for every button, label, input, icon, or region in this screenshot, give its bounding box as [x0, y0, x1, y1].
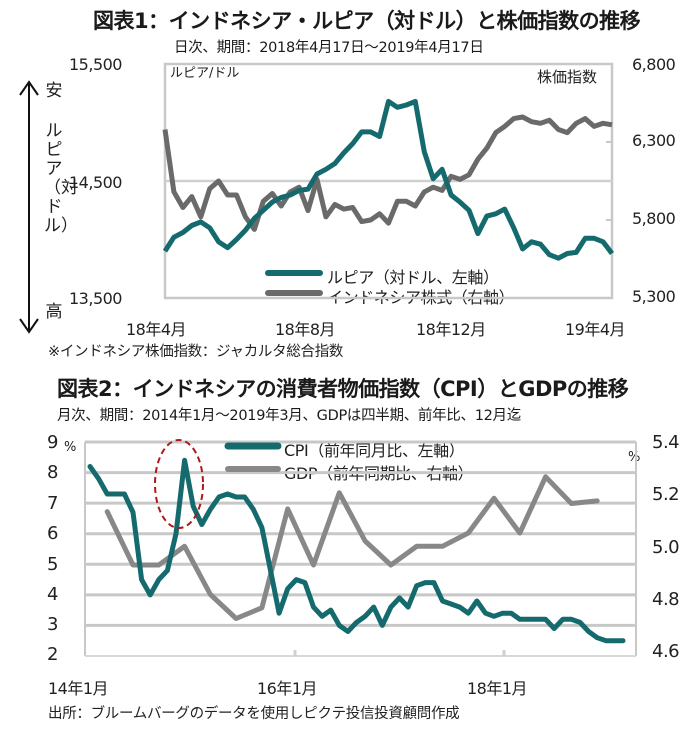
chart2-legend-label-cpi: CPI（前年同月比、左軸） — [284, 441, 465, 460]
chart1-series-line-rupiah — [162, 98, 614, 261]
chart1-right-tick: 5,300 — [632, 287, 676, 306]
chart1-subtitle: 日次、期間：2018年4月17日～2019年4月17日 — [174, 40, 484, 56]
chart2-title: 図表2：インドネシアの消費者物価指数（CPI）とGDPの推移 — [57, 377, 629, 401]
chart2-left-tick: 9 — [47, 432, 58, 453]
chart2-subtitle: 月次、期間：2014年1月～2019年3月、GDPは四半期、前年比、12月迄 — [57, 408, 521, 424]
chart2-left-tick: 4 — [47, 584, 58, 605]
chart2-right-tick: 4.8 — [652, 589, 680, 610]
chart1-left-tick: 13,500 — [69, 289, 122, 308]
chart1-x-tick: 19年4月 — [565, 320, 626, 339]
chart1-left-tick: 15,500 — [69, 55, 122, 74]
chart2-right-tick: 5.4 — [652, 432, 680, 453]
chart1-x-tick: 18年12月 — [416, 320, 486, 339]
chart1-plot-area — [163, 62, 614, 300]
chart1-right-tick: 6,300 — [632, 131, 676, 150]
chart1-x-tick: 18年8月 — [275, 320, 336, 339]
chart2-series-line-gdp — [104, 474, 600, 621]
chart1-cheap-high-arrow-icon — [19, 80, 39, 334]
chart2-left-tick: 8 — [47, 462, 58, 483]
chart2-series-group — [87, 457, 626, 644]
chart2-source-note: 出所：ブルームバーグのデータを使用しピクテ投信投資顧問作成 — [48, 706, 460, 722]
chart2-x-tick: 16年1月 — [257, 679, 318, 698]
chart1-vertical-label-high: 高 — [45, 302, 63, 322]
chart2-cpi-spike-highlight — [154, 439, 204, 529]
chart2-right-tick: 5.0 — [652, 537, 680, 558]
chart2-series-line-cpi — [87, 457, 626, 644]
chart1-left-tick: 14,500 — [69, 173, 122, 192]
chart2-left-tick: 6 — [47, 523, 58, 544]
chart1-series-line-stocks — [162, 114, 613, 232]
chart1-title: 図表1：インドネシア・ルピア（対ドル）と株価指数の推移 — [93, 9, 641, 33]
chart2-right-tick: 5.2 — [652, 484, 680, 505]
chart2-plot-area — [84, 440, 637, 657]
chart2-left-tick: 7 — [47, 493, 58, 514]
chart1-left-axis-label: ルピア/ドル — [170, 66, 240, 81]
chart1-legend-label-rupiah: ルピア（対ドル、左軸） — [327, 268, 499, 287]
chart2-left-tick: 3 — [47, 614, 58, 635]
chart1-series-group — [162, 98, 614, 261]
chart2-right-tick: 4.6 — [652, 641, 680, 662]
chart2-right-unit: % — [628, 450, 640, 465]
chart1-right-tick: 5,800 — [632, 209, 676, 228]
chart1-x-tick: 18年4月 — [126, 320, 187, 339]
chart1-right-tick: 6,800 — [632, 55, 676, 74]
chart1-vertical-label-cheap: 安 — [45, 81, 63, 101]
chart2-left-tick: 2 — [47, 644, 58, 665]
chart1-right-axis-label: 株価指数 — [537, 68, 598, 86]
chart2-x-tick: 18年1月 — [467, 679, 528, 698]
chart2-left-unit: % — [64, 440, 76, 455]
chart2-left-tick: 5 — [47, 554, 58, 575]
chart1-note: ※インドネシア株価指数：ジャカルタ総合指数 — [48, 344, 344, 360]
chart2-x-tick: 14年1月 — [48, 679, 109, 698]
